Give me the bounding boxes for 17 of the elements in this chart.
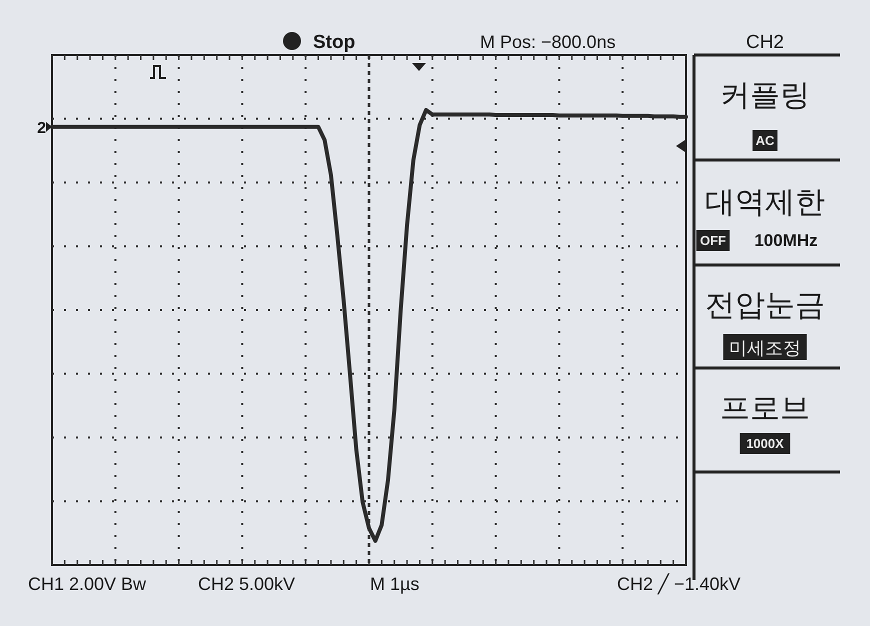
text: OFF (700, 233, 726, 248)
text: AC (756, 133, 775, 148)
text: 커플링 (720, 79, 810, 112)
text: 미세조정 (729, 338, 801, 358)
text: CH1 2.00V Bw (28, 574, 148, 594)
text: 프로브 (720, 392, 810, 425)
text: CH2 ╱ −1.40kV (617, 573, 741, 595)
text: M Pos: −800.0ns (480, 32, 616, 52)
text: CH2 (746, 32, 784, 53)
text: 전압눈금 (705, 289, 825, 322)
text: CH2 5.00kV (198, 574, 296, 594)
text: 100MHz (754, 231, 818, 250)
text: Stop (313, 32, 356, 53)
text: M 1µs (370, 574, 420, 594)
text: 1000X (746, 436, 784, 451)
text: 대역제한 (705, 186, 825, 219)
text: 2 (37, 120, 46, 137)
